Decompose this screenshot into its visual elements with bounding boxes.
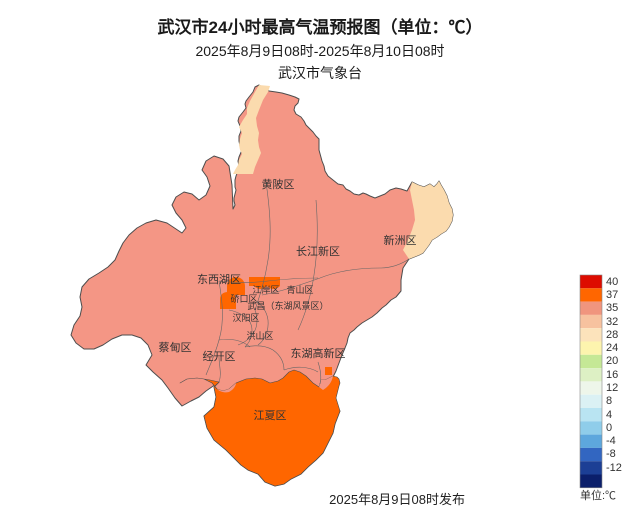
svg-text:江夏区: 江夏区 (254, 409, 287, 422)
svg-text:新洲区: 新洲区 (384, 233, 417, 247)
svg-text:长江新区: 长江新区 (296, 244, 340, 258)
svg-text:28: 28 (606, 329, 618, 341)
svg-text:单位:℃: 单位:℃ (580, 488, 616, 502)
svg-text:40: 40 (606, 276, 618, 288)
svg-text:32: 32 (606, 316, 618, 328)
svg-text:4: 4 (606, 409, 612, 421)
svg-text:汉阳区: 汉阳区 (232, 313, 259, 323)
svg-text:经开区: 经开区 (203, 350, 236, 363)
svg-text:蔡甸区: 蔡甸区 (159, 341, 192, 354)
svg-text:东西湖区: 东西湖区 (197, 273, 241, 286)
svg-text:洪山区: 洪山区 (246, 330, 273, 341)
svg-text:武昌（东湖风景区）: 武昌（东湖风景区） (247, 300, 328, 311)
svg-text:12: 12 (606, 382, 618, 394)
svg-text:35: 35 (606, 302, 618, 314)
svg-text:青山区: 青山区 (286, 284, 313, 295)
svg-text:24: 24 (606, 342, 618, 354)
svg-text:-8: -8 (606, 448, 616, 460)
svg-text:16: 16 (606, 369, 618, 381)
svg-text:-12: -12 (606, 462, 622, 474)
svg-text:0: 0 (606, 422, 612, 434)
svg-text:8: 8 (606, 395, 612, 407)
svg-text:20: 20 (606, 355, 618, 367)
svg-text:黄陂区: 黄陂区 (262, 177, 295, 191)
svg-text:37: 37 (606, 289, 618, 301)
svg-text:-4: -4 (606, 435, 616, 447)
svg-text:东湖高新区: 东湖高新区 (291, 346, 346, 360)
